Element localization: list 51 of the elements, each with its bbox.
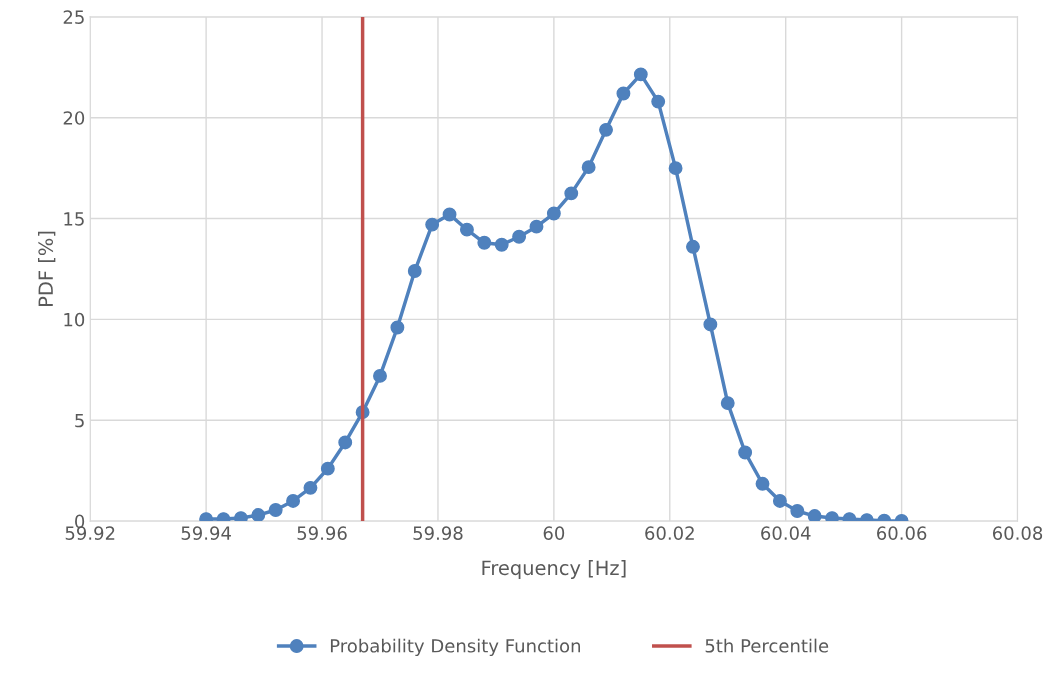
x-axis-title: Frequency [Hz] [482,560,626,579]
point [686,239,700,254]
y-tick-label: 20 [63,111,85,125]
point [807,509,822,522]
point [407,264,422,278]
point [529,219,544,234]
point [477,235,492,250]
point [790,504,805,518]
y-tick-label: 10 [64,312,85,327]
point [703,317,718,332]
legend-label: Probability Density Function [330,638,580,657]
point [459,222,474,237]
point [772,493,787,508]
point [651,94,666,109]
x-tick-label: 59.98 [413,526,463,540]
point [720,396,735,411]
x-tick-label: 60.04 [761,526,811,540]
point [825,511,840,522]
point [668,161,683,176]
y-tick-label: 25 [63,10,84,24]
point [425,217,440,232]
point [233,511,248,522]
point [616,86,631,101]
point [442,207,457,222]
point [633,67,648,82]
point [581,160,596,175]
x-tick-label: 60.06 [877,526,927,540]
x-tick-label: 60.02 [645,526,694,540]
legend-label: 5th Percentile [705,638,829,653]
point [286,493,301,508]
point [738,445,753,460]
point [390,320,405,335]
point [546,206,561,221]
point [373,368,387,383]
y-tick-label: 15 [64,212,84,226]
point [338,435,353,450]
point [303,480,318,495]
x-tick-label: 59.96 [297,526,347,540]
point [268,503,283,517]
point [564,186,579,201]
y-tick-label: 5 [75,413,84,428]
x-tick-label: 59.94 [181,526,231,540]
point [599,122,613,137]
point [320,461,335,476]
x-tick-label: 60 [543,526,565,540]
point [494,237,509,252]
point [512,229,527,244]
y-axis-title: PDF [%] [38,231,56,306]
point [755,476,770,491]
point [251,508,266,522]
x-tick-label: 60.08 [992,526,1043,540]
